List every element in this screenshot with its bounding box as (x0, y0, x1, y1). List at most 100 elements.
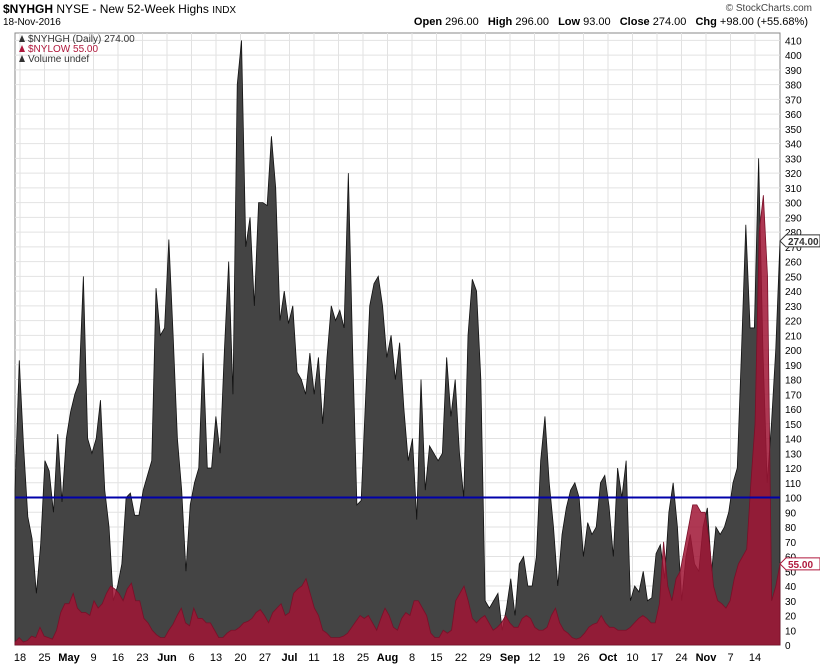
x-tick-label: Sep (500, 652, 520, 664)
y-tick-label: 270 (785, 243, 802, 254)
y-tick-label: 90 (785, 508, 797, 519)
x-tick-label: 8 (409, 652, 415, 664)
y-tick-label: 310 (785, 184, 802, 195)
y-tick-label: 210 (785, 331, 802, 342)
y-tick-label: 350 (785, 125, 802, 136)
x-tick-label: 19 (553, 652, 565, 664)
y-tick-label: 140 (785, 435, 802, 446)
legend-entry: $NYLOW 55.00 (28, 44, 98, 55)
open-value: 296.00 (445, 16, 479, 28)
x-tick-label: 12 (528, 652, 540, 664)
x-tick-label: Oct (599, 652, 618, 664)
chart-date: 18-Nov-2016 (3, 17, 61, 28)
x-tick-label: 27 (259, 652, 271, 664)
y-tick-label: 230 (785, 302, 802, 313)
y-tick-label: 40 (785, 582, 797, 593)
y-tick-label: 50 (785, 567, 797, 578)
exchange: INDX (212, 5, 237, 16)
x-tick-label: 14 (749, 652, 761, 664)
x-tick-label: 11 (308, 652, 319, 664)
ohlc-readout: Open 296.00 High 296.00 Low 93.00 Close … (408, 16, 808, 28)
x-tick-label: 10 (626, 652, 638, 664)
y-tick-label: 400 (785, 51, 802, 62)
x-tick-label: Nov (696, 652, 718, 664)
x-tick-label: 26 (577, 652, 589, 664)
y-tick-label: 20 (785, 612, 797, 623)
high-value: 296.00 (515, 16, 549, 28)
y-tick-label: 160 (785, 405, 802, 416)
x-tick-label: 15 (430, 652, 442, 664)
x-tick-label: May (58, 652, 80, 664)
chg-label: Chg (695, 16, 717, 28)
x-tick-label: 25 (38, 652, 50, 664)
y-tick-label: 70 (785, 538, 797, 549)
y-tick-label: 10 (785, 626, 797, 637)
description: NYSE - New 52-Week Highs (56, 2, 209, 16)
last-value-label: 55.00 (788, 560, 813, 571)
symbol: $NYHGH (3, 2, 54, 16)
chg-value: +98.00 (+55.68%) (719, 16, 808, 28)
chart-header: $NYHGH NYSE - New 52-Week Highs INDX 18-… (0, 0, 820, 34)
close-value: 274.00 (652, 16, 687, 28)
x-tick-label: 17 (651, 652, 663, 664)
last-value-marker (779, 557, 820, 571)
y-tick-label: 280 (785, 228, 802, 239)
brand-label: © StockCharts.com (725, 3, 812, 14)
legend-swatch-icon (19, 45, 25, 52)
low-value: 93.00 (583, 16, 611, 28)
y-tick-label: 100 (785, 494, 802, 505)
y-tick-label: 0 (785, 641, 791, 652)
legend-swatch-icon (19, 55, 25, 62)
y-tick-label: 260 (785, 258, 802, 269)
x-tick-label: 16 (112, 652, 124, 664)
x-tick-label: 13 (210, 652, 222, 664)
y-tick-label: 30 (785, 597, 797, 608)
y-tick-label: 330 (785, 154, 802, 165)
y-tick-label: 80 (785, 523, 797, 534)
y-tick-label: 340 (785, 140, 802, 151)
y-tick-label: 320 (785, 169, 802, 180)
chart-title: $NYHGH NYSE - New 52-Week Highs INDX (3, 2, 236, 16)
x-tick-label: 23 (136, 652, 148, 664)
x-tick-label: Aug (377, 652, 398, 664)
x-tick-label: 22 (455, 652, 467, 664)
legend-swatch-icon (19, 35, 25, 42)
y-tick-label: 110 (785, 479, 801, 490)
x-tick-label: Jul (282, 652, 298, 664)
y-tick-label: 180 (785, 376, 802, 387)
y-tick-label: 190 (785, 361, 802, 372)
series-area-nylow (14, 195, 781, 646)
x-tick-label: 18 (332, 652, 344, 664)
y-tick-label: 150 (785, 420, 802, 431)
y-tick-label: 120 (785, 464, 802, 475)
low-label: Low (558, 16, 581, 28)
legend-entry: $NYHGH (Daily) 274.00 (28, 34, 135, 45)
y-tick-label: 370 (785, 95, 802, 106)
y-tick-label: 170 (785, 390, 802, 401)
y-tick-label: 240 (785, 287, 802, 298)
series-area-nyhgh (14, 40, 781, 646)
last-value-label: 274.00 (788, 237, 819, 248)
x-tick-label: 24 (675, 652, 687, 664)
x-tick-label: 18 (14, 652, 26, 664)
y-tick-label: 200 (785, 346, 802, 357)
y-tick-label: 300 (785, 199, 802, 210)
close-label: Close (619, 16, 650, 28)
y-tick-label: 290 (785, 213, 802, 224)
y-tick-label: 220 (785, 317, 802, 328)
y-tick-label: 130 (785, 449, 802, 460)
y-tick-label: 380 (785, 81, 802, 92)
x-tick-label: 7 (727, 652, 733, 664)
x-tick-label: 20 (234, 652, 246, 664)
last-value-marker (779, 234, 820, 248)
x-tick-label: 25 (357, 652, 369, 664)
open-label: Open (413, 16, 443, 28)
x-tick-label: Jun (157, 652, 177, 664)
x-tick-label: 29 (479, 652, 491, 664)
y-tick-label: 250 (785, 272, 802, 283)
x-tick-label: 6 (188, 652, 194, 664)
y-tick-label: 410 (785, 36, 802, 47)
legend-entry: Volume undef (28, 54, 89, 65)
y-tick-label: 390 (785, 66, 802, 77)
